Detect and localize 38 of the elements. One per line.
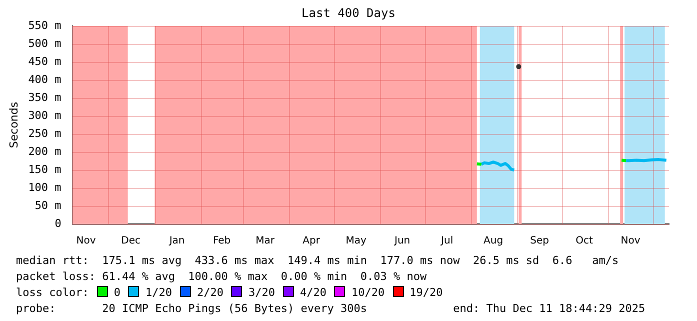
legend-label: 2/20 <box>196 286 224 299</box>
legend-label: 0 <box>114 286 120 299</box>
legend-title: loss color: <box>16 286 89 299</box>
legend-label: 10/20 <box>351 286 385 299</box>
x-tick-label: Apr <box>302 236 321 247</box>
y-tick-label: 100 m <box>28 180 62 194</box>
y-tick-label: 550 m <box>28 18 62 32</box>
x-tick-label: Mar <box>256 236 276 247</box>
legend-label: 1/20 <box>145 286 172 299</box>
chart-title: Last 400 Days <box>300 6 396 20</box>
x-tick-label: Jul <box>440 236 454 247</box>
text: median rtt: 175.1 ms avg 433.6 ms max 149.4 ms min 177.0 ms now 26.5 ms sd 6.6 am/s <box>16 253 620 269</box>
x-tick-label: Nov <box>76 236 96 247</box>
y-tick-label: 200 m <box>28 144 62 158</box>
text: probe: 20 ICMP Echo Pings (56 Bytes) every 300s end: Thu Dec 11 18:44:29 2025 <box>16 301 646 317</box>
text: packet loss: 61.44 % avg 100.00 % max 0.00 % min 0.03 % now <box>16 269 428 285</box>
x-tick-label: Jun <box>393 236 410 247</box>
y-tick-label: 150 m <box>28 162 62 176</box>
y-axis-title: Seconds <box>7 102 20 148</box>
x-tick-label: Oct <box>576 236 594 247</box>
x-tick-label: Aug <box>484 236 504 247</box>
y-tick-label: 500 m <box>28 36 62 50</box>
y-tick-label: 50 m <box>34 198 62 212</box>
y-tick-label: 300 m <box>28 108 62 122</box>
x-tick-label: May <box>346 236 366 247</box>
legend-label: 3/20 <box>248 286 275 299</box>
y-tick-label: 350 m <box>28 90 62 104</box>
y-tick-label: 250 m <box>28 126 62 140</box>
x-tick-label: Nov <box>620 236 640 247</box>
x-tick-label: Sep <box>530 236 549 247</box>
x-tick-label: Jan <box>168 236 185 247</box>
y-tick-label: 450 m <box>28 54 62 68</box>
y-tick-label: 0 <box>54 216 62 230</box>
y-tick-label: 400 m <box>28 72 62 86</box>
x-tick-label: Dec <box>121 236 140 247</box>
legend-label: 4/20 <box>300 286 326 299</box>
legend-label: 19/20 <box>410 286 443 299</box>
x-tick-label: Feb <box>212 236 231 247</box>
